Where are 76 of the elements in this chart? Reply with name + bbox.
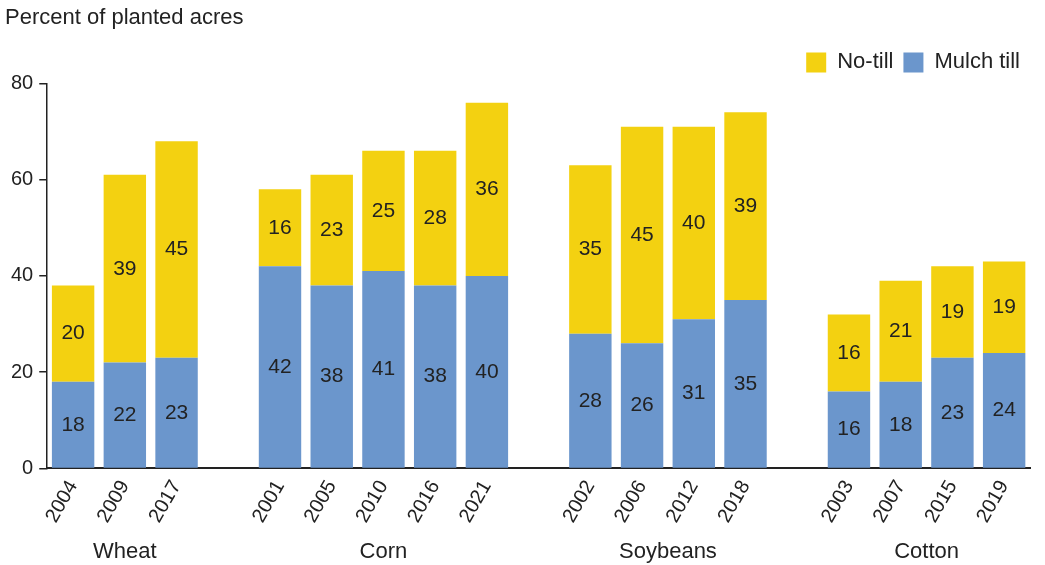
data-label: 35 xyxy=(578,236,603,260)
bar xyxy=(362,271,405,468)
bar xyxy=(879,381,922,468)
bar xyxy=(310,174,353,286)
legend-label: No-till xyxy=(837,48,894,74)
legend-label: Mulch till xyxy=(934,48,1021,74)
y-axis-title: Percent of planted acres xyxy=(5,4,244,30)
data-label: 22 xyxy=(113,401,137,425)
data-label: 39 xyxy=(113,255,137,279)
bar xyxy=(103,362,147,468)
data-label: 18 xyxy=(61,411,85,435)
text: Cotton xyxy=(894,538,959,564)
bar xyxy=(155,141,198,358)
bar xyxy=(51,381,95,468)
bar xyxy=(982,352,1026,468)
data-label: 39 xyxy=(733,192,758,216)
data-label: 40 xyxy=(475,358,499,382)
bar xyxy=(827,391,871,468)
data-label: 19 xyxy=(940,298,965,322)
bar xyxy=(672,319,715,468)
data-label: 38 xyxy=(423,363,447,387)
data-label: 16 xyxy=(837,339,861,363)
data-label: 23 xyxy=(164,399,189,423)
bar xyxy=(51,285,95,382)
data-label: 19 xyxy=(992,294,1016,318)
text: Soybeans xyxy=(619,538,717,564)
bar xyxy=(413,150,457,286)
data-label: 45 xyxy=(630,221,654,245)
bar xyxy=(827,314,871,392)
y-tick-label: 80 xyxy=(11,70,34,93)
bar xyxy=(465,275,509,468)
data-label: 28 xyxy=(578,387,603,411)
bar xyxy=(103,174,147,363)
data-label: 23 xyxy=(320,217,344,240)
bar xyxy=(362,150,405,272)
data-label: 40 xyxy=(682,209,706,233)
bar xyxy=(413,285,457,468)
bar xyxy=(724,112,767,300)
data-label: 20 xyxy=(61,320,85,344)
text: Wheat xyxy=(93,538,157,564)
bar xyxy=(620,126,664,344)
bar xyxy=(258,189,302,267)
data-label: 21 xyxy=(889,318,913,342)
data-label: 24 xyxy=(992,397,1017,421)
data-label: 38 xyxy=(320,363,344,387)
bar xyxy=(724,300,767,468)
data-label: 23 xyxy=(940,399,965,423)
bar xyxy=(569,165,612,334)
bar xyxy=(465,102,509,276)
y-tick-label: 0 xyxy=(22,455,34,478)
bar xyxy=(672,126,715,320)
bar xyxy=(931,266,974,358)
data-label: 35 xyxy=(733,370,758,394)
bar xyxy=(879,280,922,382)
data-label: 18 xyxy=(889,411,913,435)
data-label: 31 xyxy=(682,380,706,404)
text: Corn xyxy=(359,538,408,564)
y-tick-label: 40 xyxy=(11,263,34,286)
bar xyxy=(155,357,198,468)
bar xyxy=(620,343,664,468)
data-label: 25 xyxy=(371,197,396,221)
bar xyxy=(569,333,612,468)
bar xyxy=(310,285,353,468)
y-tick-label: 60 xyxy=(11,167,34,190)
data-label: 42 xyxy=(268,353,292,377)
bar xyxy=(982,261,1026,353)
y-tick-label: 20 xyxy=(11,359,34,382)
data-label: 16 xyxy=(837,416,861,440)
data-label: 45 xyxy=(164,236,189,260)
bar xyxy=(931,357,974,468)
data-label: 16 xyxy=(268,214,292,238)
data-label: 26 xyxy=(630,392,654,416)
bar xyxy=(258,266,302,468)
data-label: 28 xyxy=(423,204,447,228)
data-label: 36 xyxy=(475,176,499,200)
data-label: 41 xyxy=(371,356,396,380)
